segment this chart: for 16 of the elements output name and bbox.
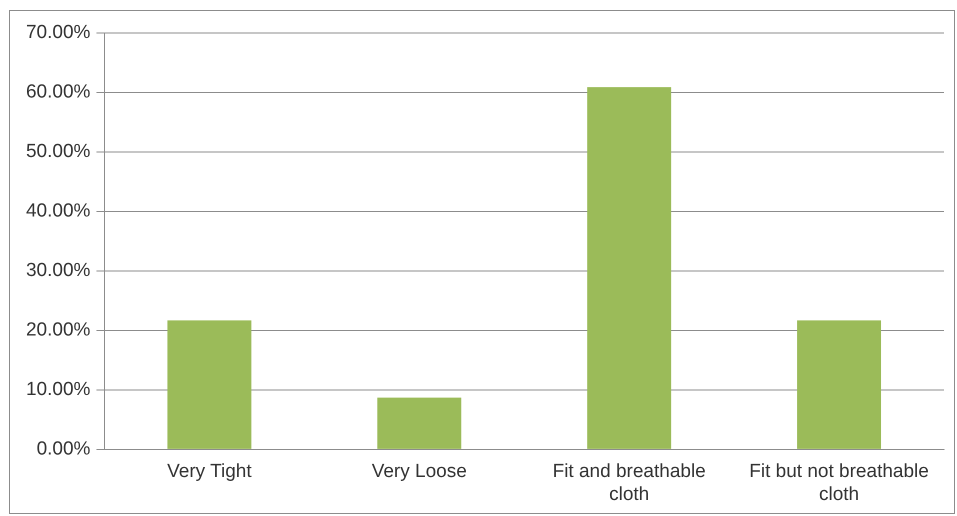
bar: [167, 320, 252, 449]
bar: [587, 87, 672, 449]
y-tick-label: 10.00%: [26, 379, 91, 400]
y-tick-label: 60.00%: [26, 82, 91, 103]
y-tick-label: 70.00%: [26, 22, 91, 44]
bar: [377, 398, 462, 449]
y-tick-label: 20.00%: [26, 320, 91, 341]
y-tick-label: 40.00%: [26, 200, 91, 222]
x-tick-label: Very Tight: [167, 461, 252, 482]
y-tick-label: 30.00%: [26, 260, 91, 282]
y-tick-label: 0.00%: [36, 438, 91, 460]
x-tick-label: Fit but not breathable cloth: [749, 461, 929, 505]
x-tick-label: Fit and breathable cloth: [552, 461, 706, 505]
bar: [797, 320, 882, 449]
x-tick-label: Very Loose: [372, 461, 467, 482]
y-tick-label: 50.00%: [26, 141, 91, 162]
